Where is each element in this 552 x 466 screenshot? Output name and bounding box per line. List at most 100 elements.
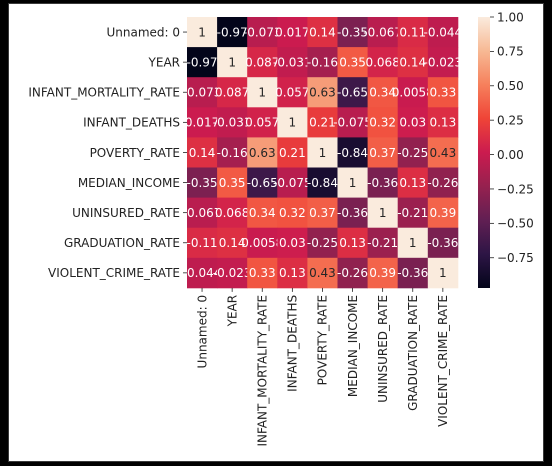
heatmap-cell	[427, 227, 459, 259]
heatmap-cell-label: -0.84	[337, 146, 368, 160]
heatmap-cell	[217, 107, 248, 138]
heatmap-cell	[397, 227, 429, 259]
y-tick-label: Unnamed: 0	[106, 25, 180, 39]
heatmap-cell-label: 0.34	[369, 86, 396, 100]
heatmap-cell-label: -0.97	[187, 55, 218, 69]
heatmap-cell	[427, 137, 459, 168]
heatmap-cell	[307, 257, 338, 289]
heatmap-cell	[217, 17, 248, 48]
heatmap-cell	[337, 77, 368, 108]
heatmap-cell	[217, 47, 248, 78]
heatmap-cell-label: 0.11	[399, 25, 426, 39]
y-tick-label: MEDIAN_INCOME	[78, 176, 180, 190]
heatmap-cell	[337, 17, 368, 48]
heatmap-cell	[247, 47, 278, 78]
heatmap-cell	[247, 107, 278, 138]
heatmap-cell	[247, 257, 278, 289]
heatmap-cell	[427, 167, 459, 198]
heatmap-cell	[427, 257, 459, 289]
figure-frame: 1 -0.97 -0.073 0.017 0.14 -0.35 -0.067 0.11 -0.0…	[8, 3, 544, 462]
x-tick-label: INFANT_DEATHS	[286, 295, 300, 392]
heatmap-cell	[217, 257, 248, 289]
x-tick-label: VIOLENT_CRIME_RATE	[436, 295, 450, 427]
heatmap-cell	[247, 227, 278, 259]
heatmap-cell-label: 0.14	[189, 146, 216, 160]
heatmap-cell	[247, 197, 278, 229]
heatmap-cell	[307, 167, 338, 198]
heatmap-cell-label: -0.25	[397, 146, 428, 160]
heatmap-cell-label: 0.14	[399, 55, 426, 69]
heatmap-cell	[337, 257, 368, 289]
heatmap-cell	[307, 197, 338, 229]
y-tick-label: GRADUATION_RATE	[64, 236, 180, 250]
heatmap-cell	[307, 77, 338, 108]
heatmap-cell	[187, 137, 218, 168]
heatmap-cell	[187, 77, 218, 108]
heatmap-cell	[367, 107, 399, 138]
x-tick-label: INFANT_MORTALITY_RATE	[256, 295, 270, 447]
heatmap-cell	[397, 167, 429, 198]
heatmap-cell	[397, 17, 429, 48]
heatmap-cell	[247, 17, 278, 48]
heatmap-cell-label: -0.65	[337, 86, 368, 100]
heatmap-cell-label: 0.33	[429, 86, 456, 100]
heatmap-cell-label: 0.03	[279, 236, 306, 250]
heatmap-cell	[277, 197, 308, 229]
heatmap-cell-label: -0.023	[213, 266, 252, 280]
colorbar-tick-label: −0.50	[497, 217, 534, 231]
heatmap-cell	[217, 197, 248, 229]
heatmap-cell	[277, 167, 308, 198]
heatmap-cell	[367, 47, 399, 78]
colorbar-tick-label: 1.00	[497, 10, 524, 24]
heatmap-cell-label: -0.26	[337, 266, 368, 280]
heatmap-cell-label: 0.21	[309, 116, 336, 130]
heatmap-cell	[217, 227, 248, 259]
heatmap-cell	[277, 137, 308, 168]
heatmap-cell-label: 0.43	[429, 146, 456, 160]
heatmap-cell-label: -0.65	[247, 176, 278, 190]
heatmap-cell-label: 1	[289, 116, 297, 130]
heatmap-cell-label: -0.36	[427, 236, 458, 250]
heatmap-cell	[397, 137, 429, 168]
heatmap-cell-label: -0.21	[367, 236, 398, 250]
heatmap-cell-label: 1	[409, 236, 417, 250]
heatmap-cell	[397, 47, 429, 78]
heatmap-cell	[367, 77, 399, 108]
colorbar-tick-label: 0.25	[497, 113, 524, 127]
heatmap-cell-label: 0.068	[365, 55, 399, 69]
heatmap-cell-label: -0.044	[424, 25, 463, 39]
heatmap-cell	[337, 227, 368, 259]
heatmap-cell-label: -0.16	[217, 146, 248, 160]
heatmap-cell-label: 0.39	[429, 206, 456, 220]
x-tick-label: MEDIAN_INCOME	[346, 295, 360, 397]
y-tick-label: POVERTY_RATE	[90, 146, 180, 160]
heatmap-cell-label: -0.075	[333, 116, 372, 130]
colorbar-tick-label: 0.50	[497, 79, 524, 93]
heatmap-cell	[277, 17, 308, 48]
heatmap-cell	[367, 137, 399, 168]
heatmap-cell-label: 0.13	[429, 116, 456, 130]
heatmap-cell-label: 0.14	[219, 236, 246, 250]
heatmap-cell	[367, 257, 399, 289]
y-tick-label: VIOLENT_CRIME_RATE	[48, 266, 180, 280]
heatmap-cell-label: 0.14	[309, 25, 336, 39]
heatmap-cell-label: 1	[379, 206, 387, 220]
colorbar-tick-label: 0.00	[497, 148, 524, 162]
heatmap-cell	[187, 257, 218, 289]
colorbar-tick-label: −0.25	[497, 182, 534, 196]
heatmap-cell	[187, 167, 218, 198]
heatmap-cell-label: 0.017	[275, 25, 309, 39]
heatmap-cell-label: -0.075	[273, 176, 312, 190]
heatmap-cell	[307, 107, 338, 138]
heatmap-cell	[217, 137, 248, 168]
heatmap-cell	[307, 137, 338, 168]
heatmap-cell	[277, 77, 308, 108]
heatmap-cell-label: 0.21	[279, 146, 306, 160]
heatmap-cell-label: 0.43	[309, 266, 336, 280]
heatmap-cell-label: 0.057	[275, 86, 309, 100]
heatmap-cell	[217, 167, 248, 198]
heatmap-cell-label: 1	[258, 86, 266, 100]
heatmap-cell-label: -0.21	[397, 206, 428, 220]
y-tick-label: INFANT_DEATHS	[83, 116, 180, 130]
